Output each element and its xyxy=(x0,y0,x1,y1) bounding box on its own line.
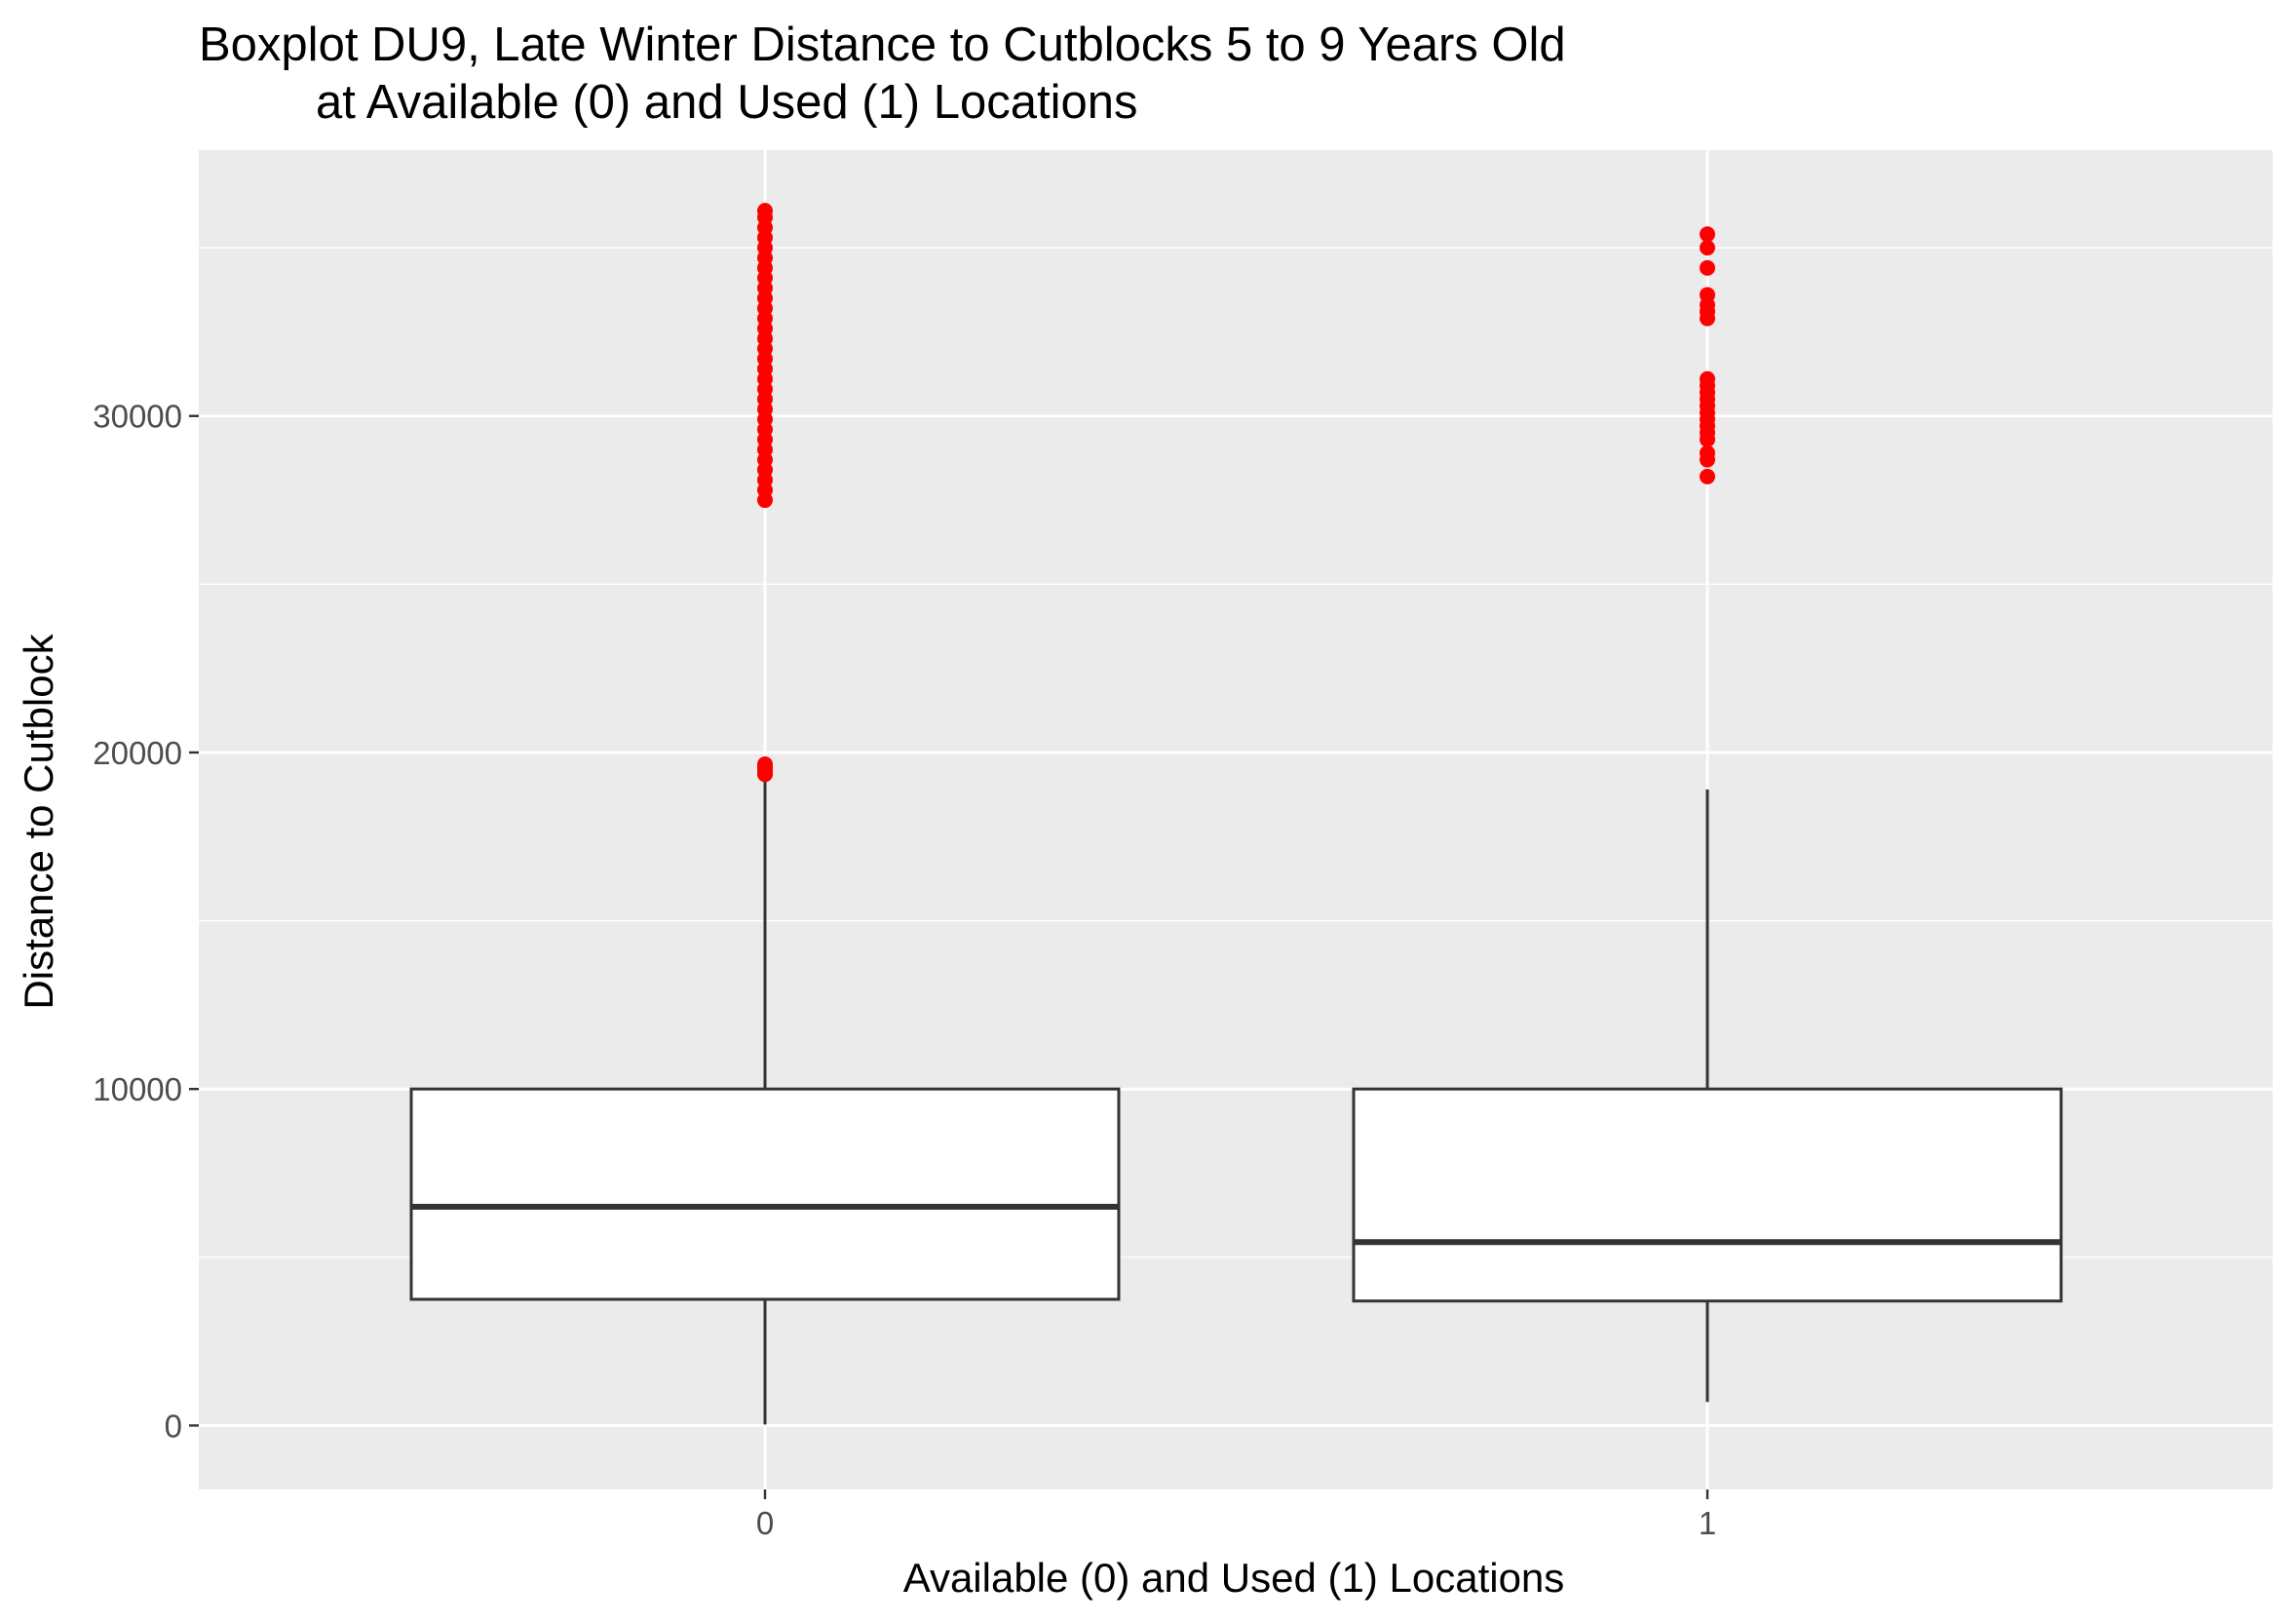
chart-title-line-2: at Available (0) and Used (1) Locations xyxy=(316,76,1137,129)
outlier-point xyxy=(1700,259,1715,276)
box-iqr xyxy=(409,1087,1121,1301)
outlier-point xyxy=(1700,468,1715,484)
outlier-point xyxy=(1700,240,1715,256)
outlier-point xyxy=(1700,226,1715,243)
y-tick-label: 20000 xyxy=(93,735,182,771)
y-tick-label: 0 xyxy=(165,1408,182,1444)
y-tick-label: 10000 xyxy=(93,1071,182,1107)
box-iqr xyxy=(1352,1087,2063,1303)
x-axis-title: Available (0) and Used (1) Locations xyxy=(903,1555,1565,1601)
y-axis-title: Distance to Cutblock xyxy=(16,633,61,1009)
x-tick-label: 0 xyxy=(756,1505,774,1541)
x-tick-label: 1 xyxy=(1699,1505,1716,1541)
outlier-point xyxy=(1700,370,1715,387)
outlier-point xyxy=(1700,287,1715,303)
y-tick-label: 30000 xyxy=(93,399,182,435)
box-group-0 xyxy=(409,203,1121,1425)
outlier-point xyxy=(757,203,773,219)
box-group-1 xyxy=(1352,226,2063,1403)
boxplot-series xyxy=(409,203,2063,1425)
outlier-point xyxy=(757,756,773,773)
y-axis: 0 10000 20000 30000 xyxy=(93,399,199,1444)
chart-title-line-1: Boxplot DU9, Late Winter Distance to Cut… xyxy=(199,19,1566,71)
outlier-point xyxy=(1700,444,1715,461)
